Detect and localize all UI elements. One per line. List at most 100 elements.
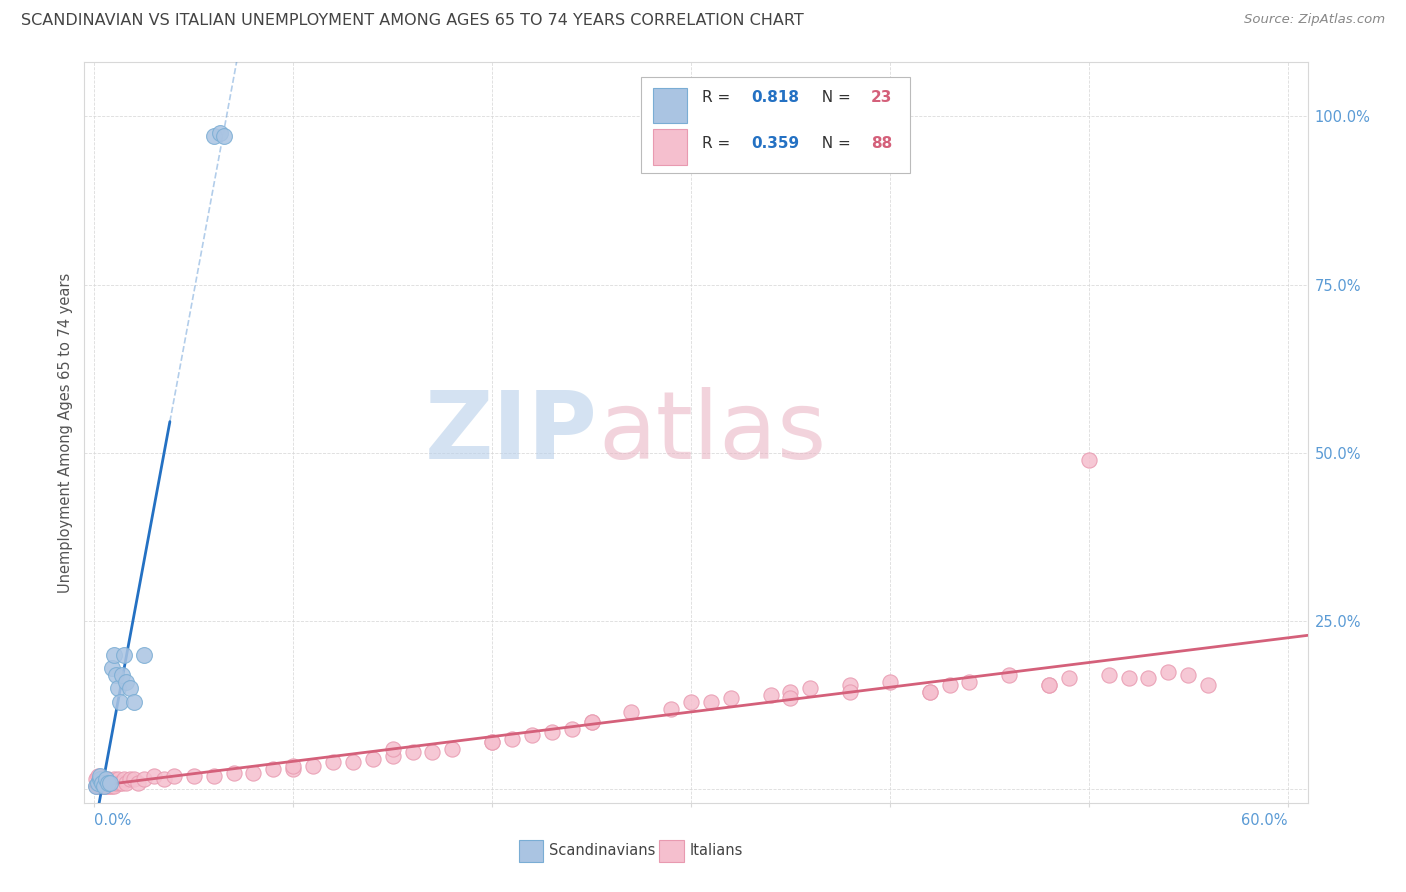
Point xyxy=(342,756,364,770)
Point xyxy=(89,772,111,787)
Point xyxy=(93,772,115,787)
Point xyxy=(120,772,142,787)
Point xyxy=(96,772,118,787)
Point xyxy=(938,678,960,692)
Point xyxy=(91,779,114,793)
Point xyxy=(87,769,110,783)
Bar xyxy=(654,129,688,165)
Point xyxy=(98,775,121,789)
Point xyxy=(87,779,110,793)
Point xyxy=(381,748,404,763)
Point xyxy=(659,701,682,715)
Point xyxy=(97,775,120,789)
Point xyxy=(105,668,128,682)
Point xyxy=(202,129,225,144)
Point xyxy=(222,765,245,780)
Point xyxy=(132,772,155,787)
Text: Italians: Italians xyxy=(690,844,744,858)
Text: 0.0%: 0.0% xyxy=(94,813,132,828)
Point xyxy=(101,779,124,793)
Point xyxy=(779,685,801,699)
Point xyxy=(122,695,145,709)
Point xyxy=(98,775,121,789)
Point xyxy=(84,779,107,793)
Point xyxy=(441,742,464,756)
Point xyxy=(1098,668,1121,682)
Text: 88: 88 xyxy=(870,136,893,152)
Point xyxy=(111,775,134,789)
Point xyxy=(89,779,111,793)
Point xyxy=(422,745,444,759)
Point xyxy=(97,779,120,793)
Point xyxy=(1038,678,1060,692)
Point xyxy=(361,752,384,766)
Point xyxy=(89,769,111,783)
Point xyxy=(520,729,543,743)
Text: R =: R = xyxy=(702,136,735,152)
Point xyxy=(779,691,801,706)
Point xyxy=(481,735,503,749)
Text: ZIP: ZIP xyxy=(425,386,598,479)
Point xyxy=(1038,678,1060,692)
Point xyxy=(122,772,145,787)
Text: N =: N = xyxy=(813,90,856,104)
Text: Source: ZipAtlas.com: Source: ZipAtlas.com xyxy=(1244,13,1385,27)
Point xyxy=(322,756,344,770)
Point xyxy=(1157,665,1180,679)
Point xyxy=(107,681,129,696)
Point xyxy=(283,758,305,772)
Point xyxy=(143,769,166,783)
Point xyxy=(97,775,120,789)
Bar xyxy=(654,87,688,123)
Point xyxy=(1197,678,1219,692)
Point xyxy=(1118,671,1140,685)
Point xyxy=(101,775,124,789)
Point xyxy=(112,772,135,787)
Point xyxy=(84,772,107,787)
Text: N =: N = xyxy=(813,136,856,152)
Point xyxy=(89,772,111,787)
Bar xyxy=(659,840,683,862)
Point xyxy=(540,725,562,739)
Point xyxy=(103,779,125,793)
Text: 0.818: 0.818 xyxy=(751,90,799,104)
Text: 23: 23 xyxy=(870,90,893,104)
Point xyxy=(103,772,125,787)
Point xyxy=(120,681,142,696)
Point xyxy=(262,762,284,776)
Text: SCANDINAVIAN VS ITALIAN UNEMPLOYMENT AMONG AGES 65 TO 74 YEARS CORRELATION CHART: SCANDINAVIAN VS ITALIAN UNEMPLOYMENT AMO… xyxy=(21,13,804,29)
Point xyxy=(127,775,149,789)
Point xyxy=(381,742,404,756)
Text: 0.359: 0.359 xyxy=(751,136,799,152)
Point xyxy=(918,685,941,699)
Point xyxy=(93,779,115,793)
Point xyxy=(581,714,603,729)
Text: R =: R = xyxy=(702,90,735,104)
Point xyxy=(153,772,176,787)
Bar xyxy=(519,840,543,862)
Point xyxy=(481,735,503,749)
Point xyxy=(115,674,138,689)
Point xyxy=(839,678,862,692)
Point xyxy=(879,674,901,689)
Point xyxy=(1077,452,1099,467)
Point xyxy=(98,779,121,793)
Point xyxy=(87,775,110,789)
Point xyxy=(283,762,305,776)
Point xyxy=(202,769,225,783)
Point xyxy=(799,681,821,696)
Point xyxy=(998,668,1021,682)
Point xyxy=(1177,668,1199,682)
Point xyxy=(91,775,114,789)
Point xyxy=(959,674,981,689)
Point xyxy=(212,129,235,144)
Text: atlas: atlas xyxy=(598,386,827,479)
Point xyxy=(96,779,118,793)
Point xyxy=(620,705,643,719)
Point xyxy=(84,779,107,793)
Point xyxy=(87,775,110,789)
Point xyxy=(720,691,742,706)
Point xyxy=(93,779,115,793)
Point xyxy=(103,648,125,662)
Point xyxy=(107,772,129,787)
